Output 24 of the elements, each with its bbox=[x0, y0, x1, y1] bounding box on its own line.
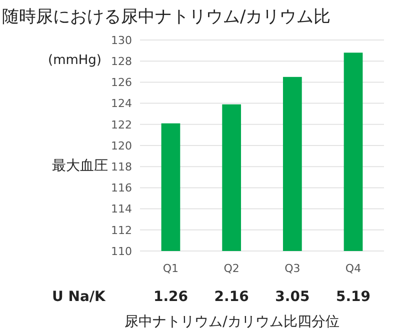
text: 2.16 bbox=[214, 289, 249, 305]
x-tick-label: Q1 bbox=[162, 262, 179, 275]
text: 1.26 bbox=[153, 289, 188, 305]
x-tick-label: Q3 bbox=[284, 262, 300, 275]
y-axis-title: 最大血圧 bbox=[52, 158, 108, 174]
y-tick-label: 110 bbox=[111, 244, 132, 258]
y-tick-label: 128 bbox=[111, 54, 132, 68]
x-axis-title: 尿中ナトリウム/カリウム比四分位 bbox=[124, 314, 340, 330]
chart-title: 随時尿における尿中ナトリウム/カリウム比 bbox=[2, 7, 331, 27]
y-tick-label: 122 bbox=[111, 118, 132, 132]
text: (mmHg) bbox=[48, 53, 102, 68]
x-tick-label: Q4 bbox=[345, 262, 362, 275]
text: 3.05 bbox=[275, 289, 310, 305]
y-tick-label: 120 bbox=[111, 139, 132, 152]
y-tick-label: 114 bbox=[111, 202, 132, 216]
x-tick-label: Q2 bbox=[224, 262, 240, 275]
y-tick-label: 116 bbox=[111, 182, 132, 195]
y-tick-label: 118 bbox=[111, 160, 132, 174]
text: U Na/K bbox=[52, 289, 107, 305]
y-tick-label: 124 bbox=[111, 97, 132, 110]
text: 5.19 bbox=[336, 289, 371, 305]
y-tick-label: 126 bbox=[111, 76, 132, 90]
y-tick-label: 130 bbox=[111, 34, 132, 47]
y-tick-label: 112 bbox=[111, 224, 132, 237]
